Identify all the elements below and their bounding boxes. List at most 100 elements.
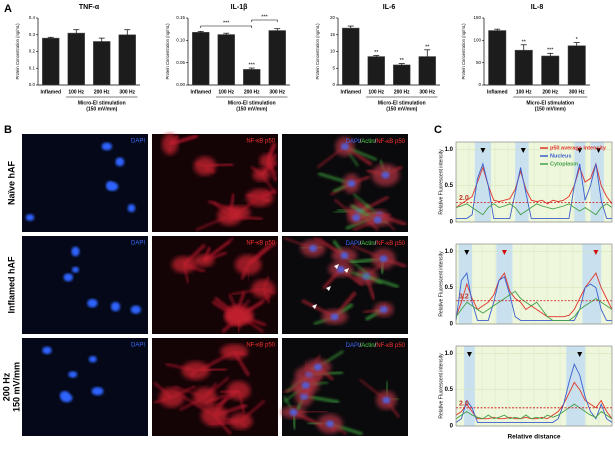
channel-label-part: / <box>360 139 362 145</box>
micrograph-content <box>316 136 407 232</box>
x-tick-label: 200 Hz <box>94 89 110 95</box>
x-axis-label: Micro-EI stimulation <box>526 100 574 106</box>
row-label: 200 Hz <box>1 372 11 401</box>
micrograph-content <box>162 133 278 231</box>
y-tick-label: 0.4 <box>29 15 36 20</box>
y-tick-label: 5 <box>332 65 335 70</box>
bar <box>42 37 60 86</box>
channel-label: DAPI <box>131 241 145 247</box>
y-tick-label: 0 <box>332 82 335 87</box>
bar <box>342 27 360 86</box>
y-tick-label: 20 <box>330 15 336 20</box>
y-tick-label: 0.2 <box>29 49 36 54</box>
nucleus <box>379 255 388 263</box>
intensity-line <box>455 272 613 318</box>
x-tick-label: 300 Hz <box>119 89 135 95</box>
micrograph: NF-κB p50 <box>152 133 278 232</box>
x-tick-label: Inflamed <box>40 89 61 95</box>
nucleus-band <box>590 142 604 222</box>
plot-frame <box>455 345 613 427</box>
x-tick-label: 300 Hz <box>419 89 435 95</box>
nucleus <box>352 214 361 222</box>
bar <box>488 30 507 86</box>
bar <box>93 41 111 86</box>
significance-bracket <box>200 25 253 28</box>
bar <box>541 55 560 86</box>
intensity-line <box>455 362 613 423</box>
bar <box>567 45 586 86</box>
significance-label: ** <box>400 58 405 64</box>
arrowhead <box>326 286 331 291</box>
channel-label-part: DAPI <box>346 139 360 145</box>
channel-label-part: NF-κB p50 <box>376 241 405 247</box>
y-tick-label: 0.10 <box>176 38 185 43</box>
y-axis-label: Protein Concentration (ng/mL) <box>461 23 466 80</box>
y-tick-label: 1.0 <box>445 249 454 255</box>
intensity-line <box>456 162 612 219</box>
intensity-line <box>455 203 613 216</box>
row-label: Inflamed hAF <box>6 256 16 314</box>
y-tick-label: 0 <box>478 82 481 87</box>
nucleus-band <box>574 142 586 222</box>
cell-body <box>171 256 197 273</box>
nucleus <box>340 143 349 151</box>
micrograph-content <box>63 246 142 314</box>
x-tick-label: 200 Hz <box>542 89 558 95</box>
nucleus <box>340 252 349 260</box>
intensity-line <box>455 271 612 321</box>
cell-body <box>220 344 249 360</box>
x-tick-label: Inflamed <box>340 89 361 95</box>
cell-body <box>251 279 275 298</box>
channel-label-part: NF-κB p50 <box>376 343 405 349</box>
y-tick-label: 0.5 <box>445 285 454 291</box>
micrograph: DAPI/Actin/NF-κB p50 <box>282 236 408 334</box>
y-tick-label: 0.5 <box>445 183 454 189</box>
x-axis-label: Relative distance <box>507 434 560 441</box>
legend-label: p50 average intensity <box>550 145 607 151</box>
cell-body <box>226 381 251 401</box>
nucleus <box>309 244 318 252</box>
bar <box>192 32 210 86</box>
micrograph: DAPI <box>22 338 148 436</box>
channel-label: NF-κB p50 <box>246 139 275 145</box>
channel-label-part: NF-κB p50 <box>376 139 405 145</box>
x-tick-label: 100 Hz <box>68 89 84 95</box>
x-tick-label: 200 Hz <box>394 89 410 95</box>
micrograph: NF-κB p50 <box>152 236 278 334</box>
micrograph: NF-κB p50 <box>152 338 278 436</box>
y-tick-label: 100 <box>473 38 481 43</box>
nucleus <box>60 393 73 403</box>
peak-arrow <box>596 148 602 153</box>
y-tick-label: 15 <box>330 32 336 37</box>
y-axis-label: Protein Concentration (ng/mL) <box>165 23 170 80</box>
nucleus <box>130 305 142 314</box>
significance-label: *** <box>249 62 256 68</box>
micrograph: DAPI <box>22 134 148 232</box>
nucleus-band <box>464 346 475 426</box>
channel-label: DAPI/Actin/NF-κB p50 <box>346 139 406 145</box>
x-tick-label: 200 Hz <box>244 89 260 95</box>
y-tick-label: 1.0 <box>445 351 454 357</box>
y-axis-label: Protein Concentration (ng/mL) <box>15 23 20 80</box>
nucleus <box>373 216 382 224</box>
micrograph-content <box>25 142 136 221</box>
micrograph-bg <box>22 338 148 436</box>
y-tick-label: 0.5 <box>445 387 454 393</box>
channel-label-part: / <box>375 139 377 145</box>
intensity-line <box>455 403 613 420</box>
cell-body <box>193 254 215 267</box>
nucleus <box>110 301 121 312</box>
significance-label: ** <box>425 44 430 50</box>
micrograph: DAPI/Actin/NF-κB p50 <box>282 134 408 232</box>
nucleus <box>347 180 356 188</box>
x-tick-label: 300 Hz <box>569 89 585 95</box>
channel-label: DAPI/Actin/NF-κB p50 <box>346 241 406 247</box>
bar <box>67 32 85 86</box>
nucleus <box>101 142 112 151</box>
bar <box>514 49 533 86</box>
peak-arrow <box>480 148 486 153</box>
chart-title: TNF-α <box>79 4 100 11</box>
nucleus <box>88 356 97 363</box>
y-tick-label: 0 <box>450 322 454 328</box>
chart-title: IL-8 <box>531 4 544 11</box>
